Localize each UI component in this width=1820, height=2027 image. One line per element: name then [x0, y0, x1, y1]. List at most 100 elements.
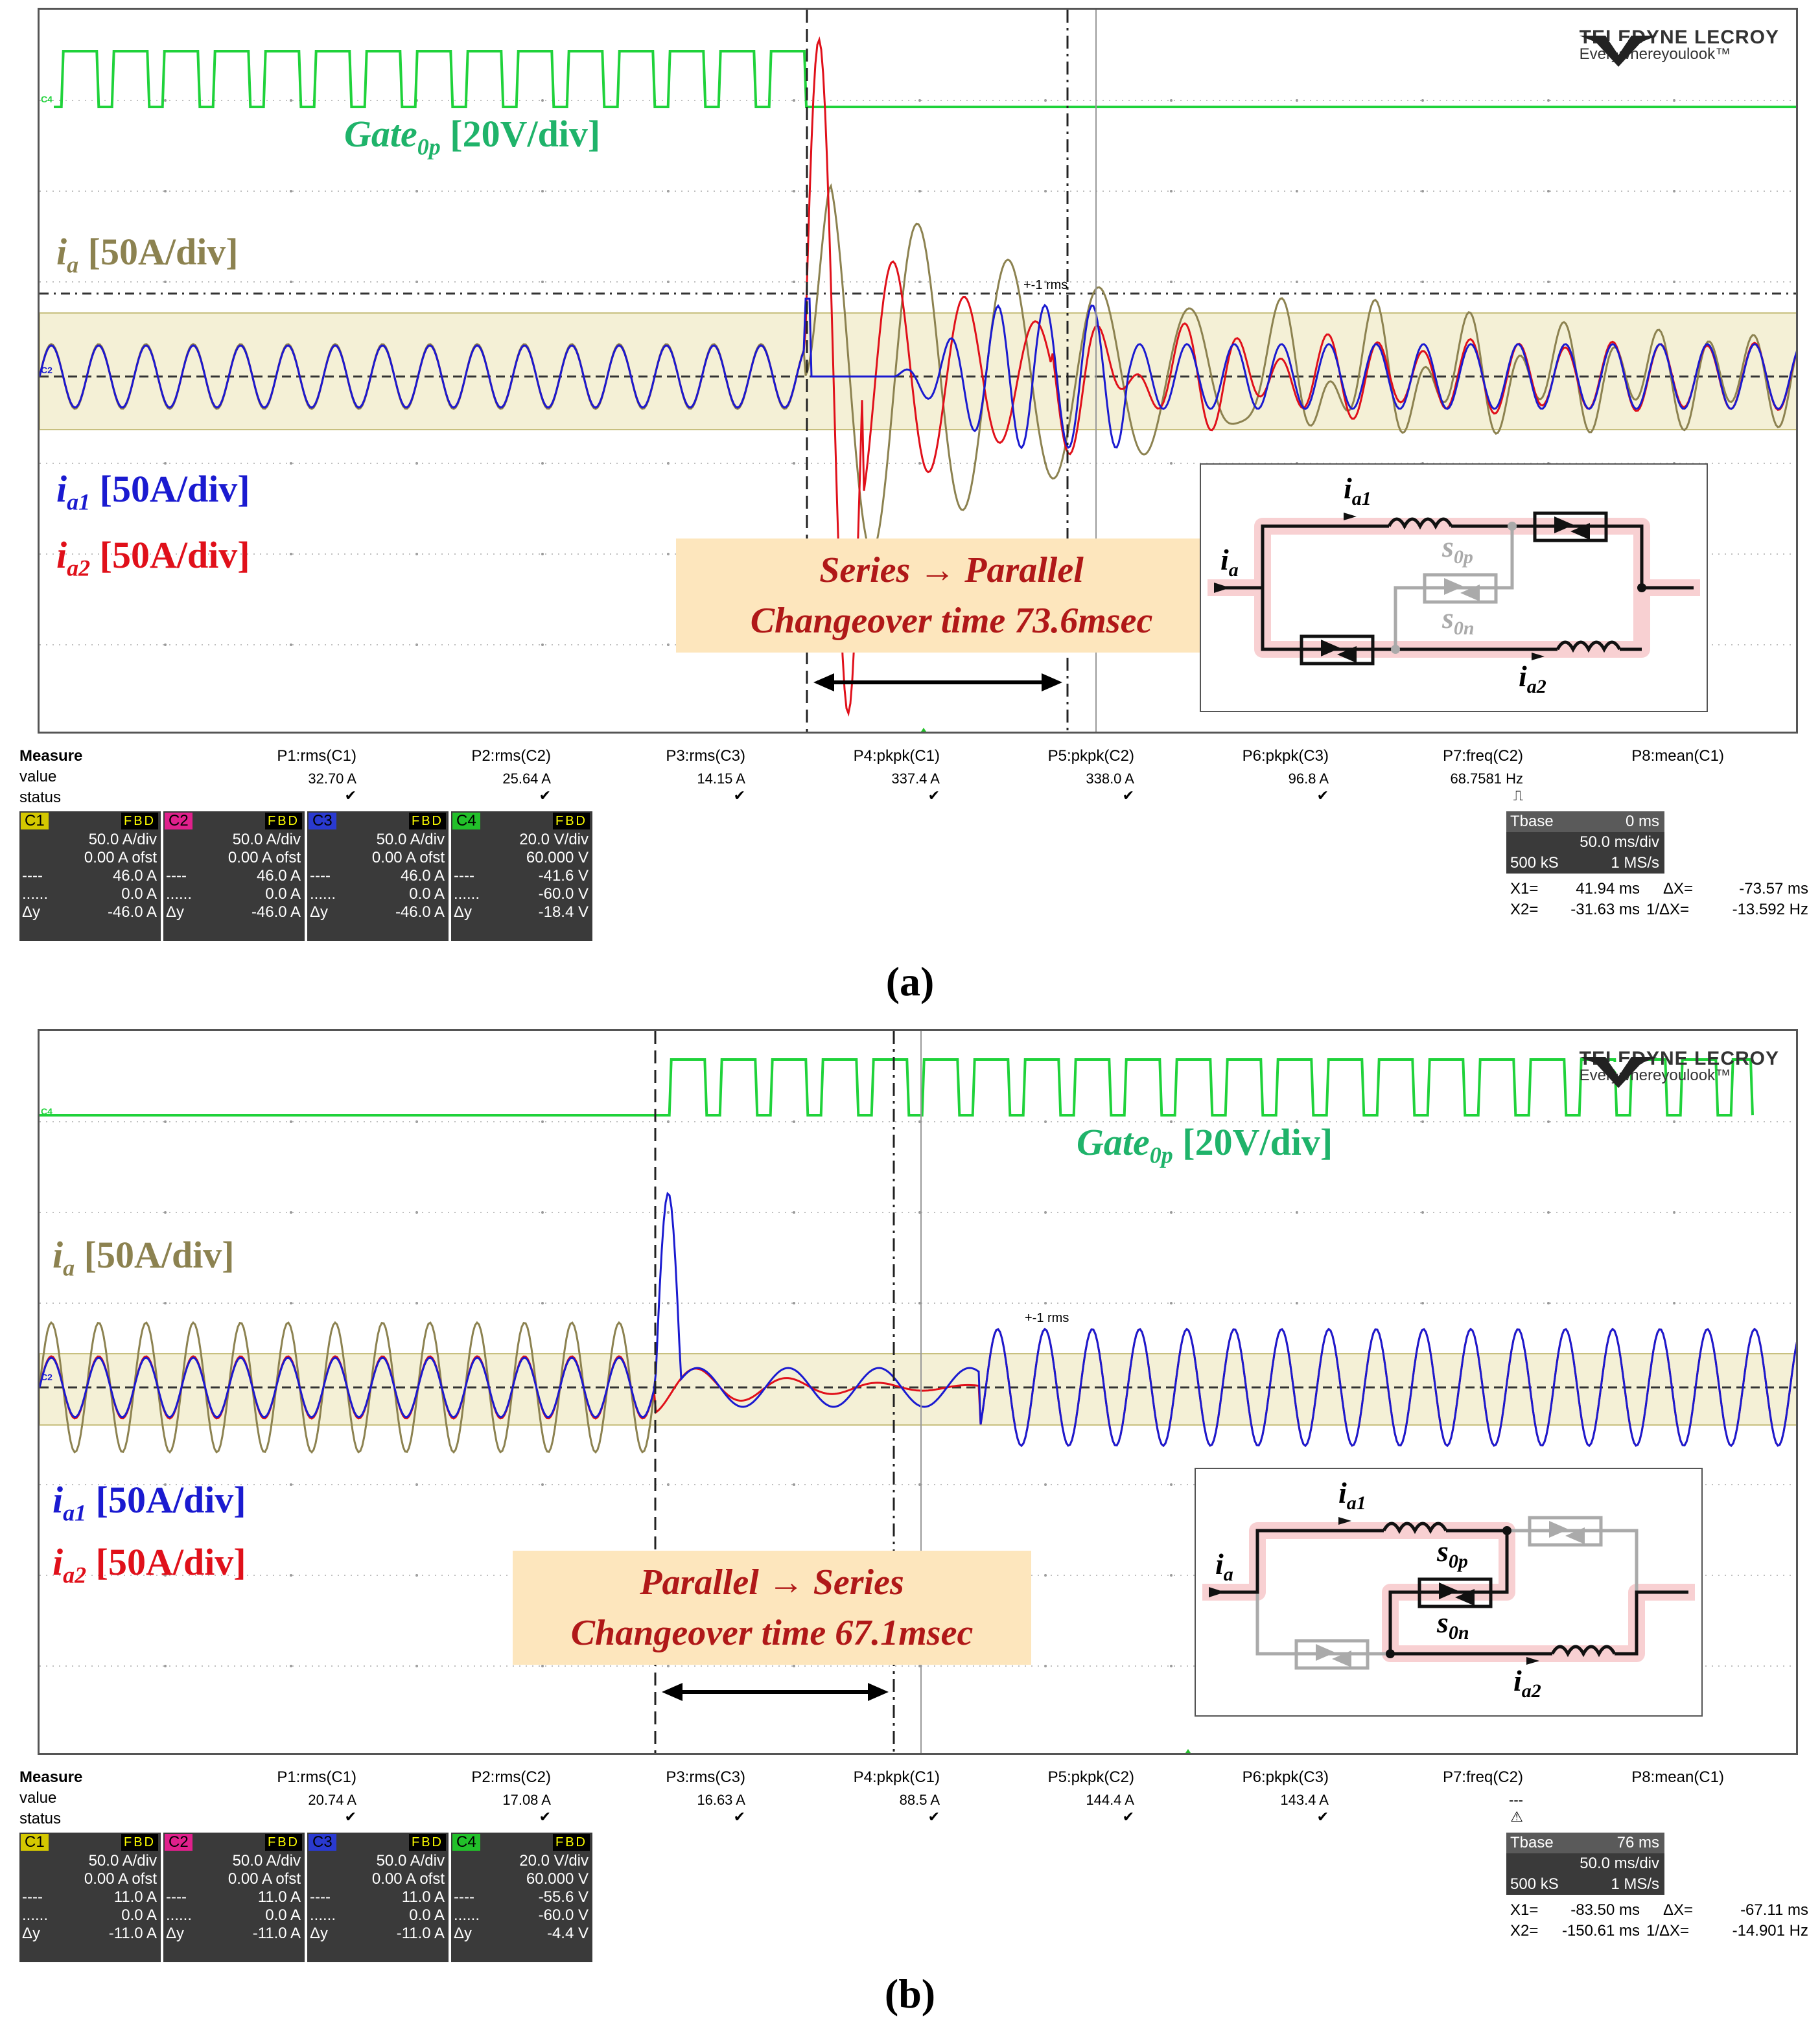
grid-dot	[541, 1211, 544, 1214]
grid-dot	[290, 462, 292, 465]
param-name: P5:pkpk(C2)	[1047, 747, 1134, 765]
timebase-box: Tbase 76 ms 50.0 ms/div 500 kS 1 MS/s	[1506, 1833, 1664, 1895]
x2-label: X2=	[1510, 1922, 1539, 1940]
param-name: P7:freq(C2)	[1442, 747, 1523, 765]
param-name: P3:rms(C3)	[666, 1768, 745, 1786]
grid-dot	[1170, 1483, 1172, 1486]
measure-table: Measure value status P1:rms(C1) 32.70 A ✔ P…	[19, 742, 1808, 820]
grid-dot	[1421, 1302, 1424, 1304]
param-value: 32.70 A	[308, 770, 356, 787]
param-name: P1:rms(C1)	[277, 747, 356, 765]
param-status-icon: ⚠	[1510, 1809, 1523, 1825]
grid-dot	[164, 643, 167, 646]
grid-dot	[541, 1665, 544, 1667]
fbd-badge: FBD	[409, 813, 446, 829]
param-status-icon: ✔	[733, 1809, 745, 1825]
param-name: P8:mean(C1)	[1631, 1768, 1724, 1786]
cursor-readout: X1= -83.50 ms ΔX= -67.11 ms X2= -150.61 ms 1/…	[1510, 1900, 1808, 1941]
grid-dot	[793, 1665, 795, 1667]
channel-name: C1	[21, 1834, 49, 1851]
param-name: P8:mean(C1)	[1631, 747, 1724, 765]
channel-box-c2[interactable]: C2 FBD 50.0 A/div 0.00 A ofst ---- 11.0 A....…	[163, 1833, 305, 1962]
param-status-icon: ✔	[1316, 1809, 1329, 1825]
grid-dot	[164, 462, 167, 465]
annotation-line1: Parallel → Series	[640, 1562, 904, 1603]
arrow-head-left	[813, 673, 834, 691]
channel-box-c3[interactable]: C3 FBD 50.0 A/div 0.00 A ofst ---- 46.0 A....…	[307, 811, 449, 941]
measure-param-1: P1:rms(C1) 20.74 A ✔	[162, 1768, 356, 1825]
grid-dot	[541, 643, 544, 646]
grid-dot	[1547, 1120, 1550, 1123]
tbase-delay: 76 ms	[1616, 1834, 1659, 1851]
grid-dot	[1547, 1211, 1550, 1214]
channel-scale: 50.0 A/div	[88, 1852, 157, 1870]
channel-level-1: 46.0 A	[256, 867, 301, 885]
param-name: P3:rms(C3)	[666, 747, 745, 765]
x2-label: X2=	[1510, 901, 1539, 918]
tbase-delay: 0 ms	[1625, 813, 1659, 830]
grid-dot	[793, 281, 795, 283]
trace-gate	[54, 50, 1796, 108]
param-name: P5:pkpk(C2)	[1047, 1768, 1134, 1786]
trigger-marker	[921, 728, 926, 732]
measure-param-1: P1:rms(C1) 32.70 A ✔	[162, 747, 356, 804]
measure-param-4: P4:pkpk(C1) 337.4 A ✔	[745, 747, 940, 804]
x1-value: -83.50 ms	[1570, 1901, 1640, 1919]
grid-dot	[290, 190, 292, 192]
grid-dot	[1421, 1120, 1424, 1123]
fbd-badge: FBD	[553, 1834, 590, 1851]
channel-tag-c4: C4	[41, 1106, 52, 1117]
delta-label: Δy	[22, 903, 41, 921]
param-status-icon: ✔	[1316, 787, 1329, 804]
param-name: P2:rms(C2)	[471, 747, 551, 765]
grid-dot	[918, 99, 921, 102]
inv-dx-value: -13.592 Hz	[1732, 901, 1808, 918]
grid-dot	[1170, 462, 1172, 465]
teledyne-lecroy-logo: TELEDYNE LECROY Everywhereyoulook™	[1579, 1049, 1779, 1088]
param-name: P2:rms(C2)	[471, 1768, 551, 1786]
tbase-samples: 500 kS	[1510, 1875, 1559, 1893]
channel-name: C2	[165, 813, 192, 829]
grid-dot	[1170, 281, 1172, 283]
channel-box-c3[interactable]: C3 FBD 50.0 A/div 0.00 A ofst ---- 11.0 A....…	[307, 1833, 449, 1962]
grid-dot	[290, 553, 292, 555]
grid-dot	[541, 553, 544, 555]
caption-a: (a)	[885, 958, 935, 1004]
inset-label-ia2: ia2	[1519, 660, 1546, 698]
tbase-rate: 1 MS/s	[1611, 1875, 1659, 1893]
grid-dot	[290, 281, 292, 283]
measure-param-4: P4:pkpk(C1) 88.5 A ✔	[745, 1768, 940, 1825]
delta-label: Δy	[166, 903, 185, 921]
grid-dot	[1170, 99, 1172, 102]
trace-gate	[40, 1058, 1754, 1117]
dx-value: -67.11 ms	[1740, 1901, 1808, 1919]
measure-param-3: P3:rms(C3) 16.63 A ✔	[551, 1768, 745, 1825]
grid-dot	[1547, 99, 1550, 102]
tbase-div: 50.0 ms/div	[1580, 1855, 1659, 1872]
channel-box-c4[interactable]: C4 FBD 20.0 V/div 60.000 V ---- -55.6 V......…	[451, 1833, 592, 1962]
channel-level-1: 11.0 A	[401, 1888, 445, 1906]
channel-box-c1[interactable]: C1 FBD 50.0 A/div 0.00 A ofst ---- 11.0 A....…	[19, 1833, 161, 1962]
channel-offset: 0.00 A ofst	[228, 849, 301, 866]
teledyne-lecroy-logo: TELEDYNE LECROY Everywhereyoulook™	[1579, 28, 1779, 67]
fbd-badge: FBD	[121, 1834, 158, 1851]
level-marker: ......	[310, 1906, 336, 1924]
level-marker: ----	[166, 1888, 187, 1906]
param-name: P4:pkpk(C1)	[853, 747, 940, 765]
rms-marker: +-1 rms	[1023, 278, 1068, 292]
grid-dot	[290, 1120, 292, 1123]
dx-label: ΔX=	[1663, 1901, 1694, 1919]
channel-box-c1[interactable]: C1 FBD 50.0 A/div 0.00 A ofst ---- 46.0 A....…	[19, 811, 161, 941]
level-marker: ----	[454, 867, 474, 885]
x2-value: -31.63 ms	[1570, 901, 1640, 918]
scope-screen: TELEDYNE LECROY Everywhereyoulook™ C4 C2…	[38, 1029, 1798, 1755]
delta-label: Δy	[166, 1925, 185, 1942]
level-marker: ----	[22, 1888, 43, 1906]
measure-title: Measure	[19, 1768, 83, 1786]
grid-dot	[1170, 1665, 1172, 1667]
channel-box-c2[interactable]: C2 FBD 50.0 A/div 0.00 A ofst ---- 46.0 A....…	[163, 811, 305, 941]
grid-dot	[1547, 190, 1550, 192]
grid-dot	[290, 1211, 292, 1214]
channel-box-c4[interactable]: C4 FBD 20.0 V/div 60.000 V ---- -41.6 V......…	[451, 811, 592, 941]
param-status-icon: ✔	[928, 787, 940, 804]
